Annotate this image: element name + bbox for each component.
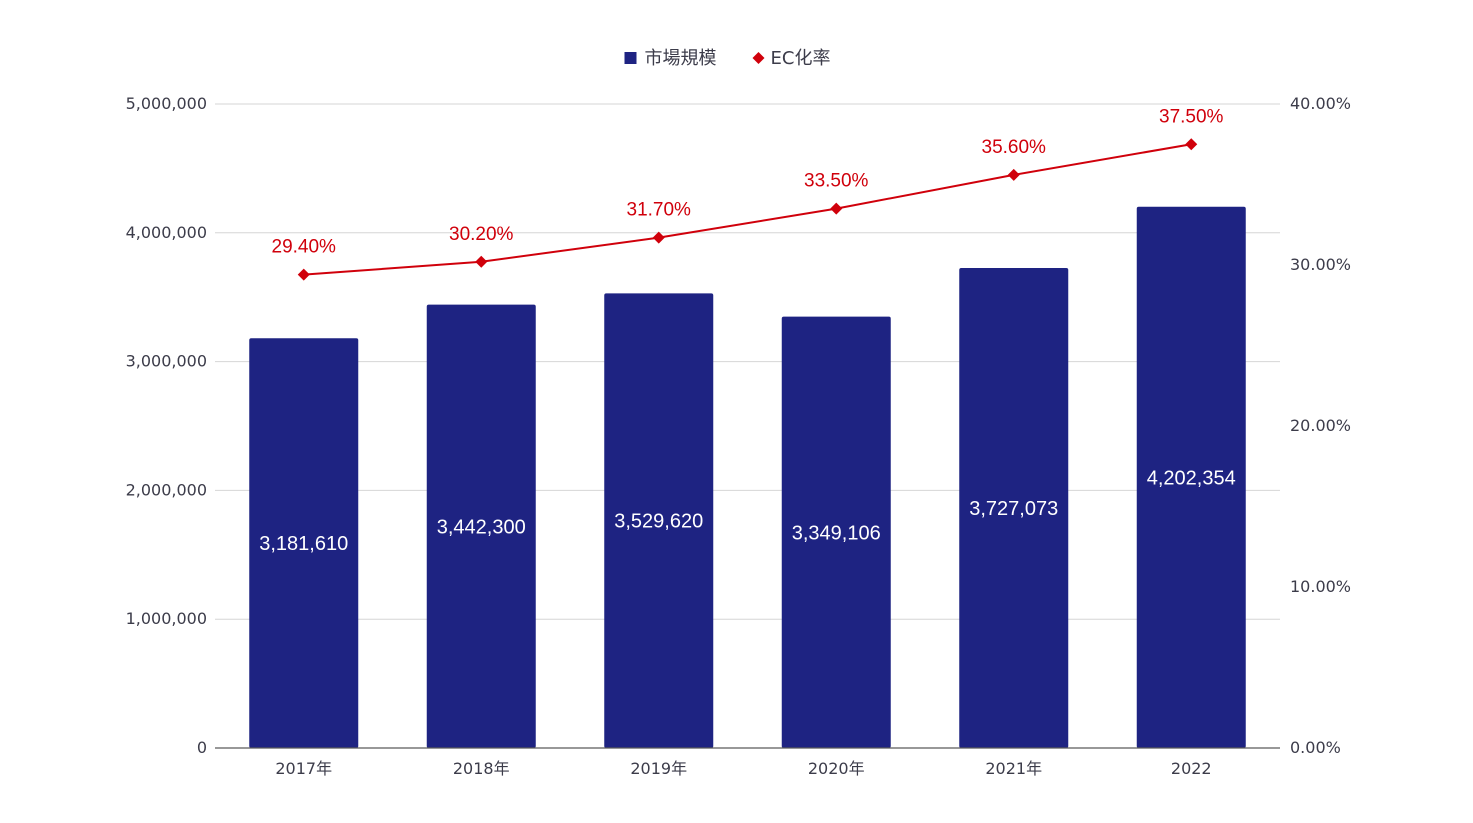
y-left-tick-label: 1,000,000: [126, 609, 207, 628]
line-point: [1185, 138, 1198, 151]
bar-value-label: 3,442,300: [437, 516, 526, 538]
x-tick-label: 2021年: [985, 759, 1042, 778]
bar-value-label: 4,202,354: [1147, 467, 1236, 489]
y-right-tick-label: 0.00%: [1290, 738, 1341, 757]
bar: [426, 304, 536, 748]
line-value-label: 33.50%: [804, 171, 869, 192]
line-point: [830, 202, 843, 215]
line-point: [652, 231, 665, 244]
line-value-label: 37.50%: [1159, 106, 1224, 127]
y-left-tick-label: 5,000,000: [126, 94, 207, 113]
bar: [1136, 206, 1246, 748]
y-right-tick-label: 10.00%: [1290, 577, 1351, 596]
line-point: [1007, 168, 1020, 181]
bar-value-label: 3,181,610: [259, 533, 348, 555]
line-value-label: 29.40%: [272, 237, 337, 258]
series-line: [303, 143, 1192, 276]
bar-value-label: 3,727,073: [969, 498, 1058, 520]
y-left-tick-label: 3,000,000: [126, 352, 207, 371]
x-tick-label: 2022: [1171, 759, 1212, 778]
line-point: [475, 255, 488, 268]
legend-marker-bar: [624, 52, 637, 64]
x-tick-label: 2020年: [808, 759, 865, 778]
x-tick-label: 2018年: [453, 759, 510, 778]
y-left-tick-label: 0: [197, 738, 207, 757]
y-right-tick-label: 20.00%: [1290, 416, 1351, 435]
y-left-tick-label: 4,000,000: [126, 223, 207, 242]
line-value-label: 31.70%: [627, 200, 692, 221]
legend-marker-line: [752, 52, 765, 64]
bar: [604, 293, 714, 748]
y-right-tick-label: 30.00%: [1290, 255, 1351, 274]
y-right-tick-label: 40.00%: [1290, 94, 1351, 113]
bar: [959, 267, 1069, 748]
line-value-label: 30.20%: [449, 224, 514, 245]
bar: [249, 338, 359, 748]
x-tick-label: 2019年: [630, 759, 687, 778]
line-point: [297, 268, 310, 281]
y-left-tick-label: 2,000,000: [126, 480, 207, 499]
bar: [781, 316, 891, 748]
line-value-label: 35.60%: [982, 137, 1047, 158]
bar-value-label: 3,529,620: [614, 511, 703, 533]
x-tick-label: 2017年: [275, 759, 332, 778]
legend-label: 市場規模: [645, 48, 717, 69]
legend-label: EC化率: [771, 48, 831, 69]
bar-value-label: 3,349,106: [792, 522, 881, 544]
